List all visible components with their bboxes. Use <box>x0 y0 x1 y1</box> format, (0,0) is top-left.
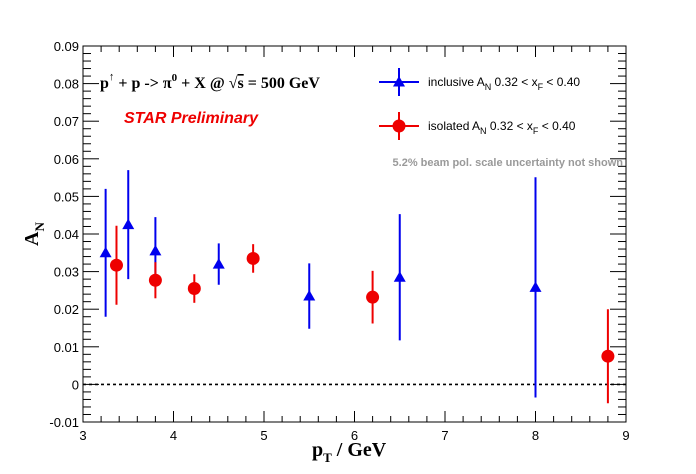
y-tick-label: 0.01 <box>54 340 79 355</box>
data-point <box>601 349 615 363</box>
x-tick-label: 7 <box>441 428 448 443</box>
legend-label-isolated: isolated AN 0.32 < xF < 0.40 <box>428 119 576 136</box>
y-tick-label: 0.04 <box>54 227 79 242</box>
data-point <box>122 218 135 230</box>
uncertainty-note: 5.2% beam pol. scale uncertainty not sho… <box>393 157 624 169</box>
y-axis-title: AN <box>21 222 47 246</box>
legend-label-inclusive: inclusive AN 0.32 < xF < 0.40 <box>428 75 580 92</box>
x-axis-title: pT / GeV <box>312 439 387 465</box>
legend-entry-inclusive: inclusive AN 0.32 < xF < 0.40 <box>379 68 580 96</box>
points-layer <box>99 170 615 404</box>
legend-marker-shape <box>392 119 406 133</box>
data-point <box>303 290 316 301</box>
y-tick-label: 0.09 <box>54 39 79 54</box>
x-tick-label: 4 <box>170 428 177 443</box>
legend-marker-circle <box>379 112 419 140</box>
data-point <box>109 258 123 272</box>
data-point <box>529 281 542 292</box>
legend-marker-triangle <box>379 68 419 96</box>
x-tick-label: 3 <box>79 428 86 443</box>
data-point <box>393 271 406 282</box>
y-tick-label: 0 <box>72 377 79 392</box>
legend: inclusive AN 0.32 < xF < 0.40 isolated A… <box>379 68 580 140</box>
y-tick-label: 0.08 <box>54 77 79 92</box>
tick-labels-layer: 3 4 5 6 7 8 9 -0.01 0 0.01 0.02 0.03 0.04 0.05 0.06 0.0… <box>49 39 629 443</box>
y-tick-label: 0.02 <box>54 302 79 317</box>
y-tick-label: 0.03 <box>54 265 79 280</box>
data-point <box>148 273 162 287</box>
x-tick-label: 9 <box>622 428 629 443</box>
data-point <box>187 282 201 296</box>
x-tick-label: 5 <box>260 428 267 443</box>
data-point <box>366 290 380 304</box>
y-tick-label: 0.06 <box>54 152 79 167</box>
x-tick-label: 8 <box>532 428 539 443</box>
x-tick-label: 6 <box>351 428 358 443</box>
series-inclusive <box>99 170 542 398</box>
legend-marker-shape <box>393 76 405 87</box>
y-tick-label: 0.07 <box>54 114 79 129</box>
data-point <box>149 244 162 256</box>
plot-frame <box>82 45 627 423</box>
series-isolated <box>109 225 615 404</box>
preliminary-label: STAR Preliminary <box>124 110 259 127</box>
data-point <box>99 246 112 258</box>
data-point <box>212 258 225 269</box>
ticks-layer <box>82 45 627 423</box>
legend-entry-isolated: isolated AN 0.32 < xF < 0.40 <box>379 112 576 140</box>
y-tick-label: -0.01 <box>49 415 79 430</box>
data-point <box>246 251 260 265</box>
y-tick-label: 0.05 <box>54 189 79 204</box>
process-label: p↑ + p -> π0 + X @ √s = 500 GeV <box>100 71 320 92</box>
